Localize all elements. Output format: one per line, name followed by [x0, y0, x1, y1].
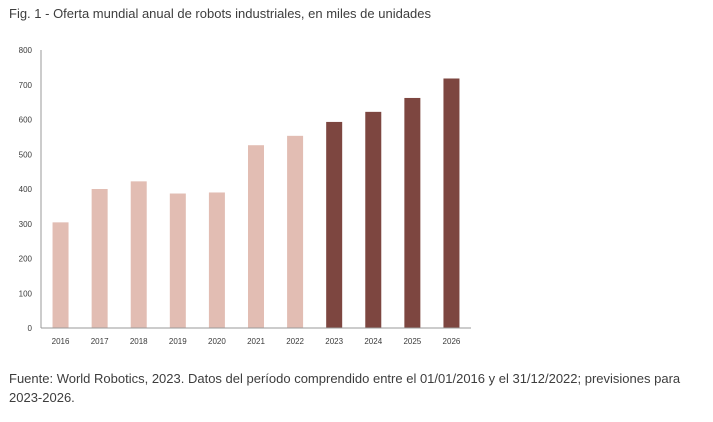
y-tick-label: 700	[19, 81, 33, 90]
x-tick-label: 2020	[208, 337, 226, 346]
x-tick-label: 2016	[52, 337, 70, 346]
y-tick-label: 600	[19, 116, 33, 125]
x-tick-label: 2019	[169, 337, 187, 346]
x-tick-label: 2023	[325, 337, 343, 346]
bar-2023	[326, 121, 343, 329]
y-tick-label: 300	[19, 220, 33, 229]
y-tick-label: 100	[19, 289, 33, 298]
bar-2016	[52, 222, 69, 328]
x-tick-label: 2025	[403, 337, 421, 346]
x-tick-label: 2026	[443, 337, 461, 346]
bar-2018	[130, 181, 147, 328]
bar-2020	[208, 192, 225, 328]
x-tick-label: 2021	[247, 337, 265, 346]
x-tick-label: 2024	[364, 337, 382, 346]
y-tick-label: 200	[19, 255, 33, 264]
x-axis-ticks: 2016 2017 2018 2019 2020 2021 2022 2023 2024 2025…	[52, 337, 461, 346]
bar-2026	[443, 78, 460, 329]
y-tick-label: 800	[19, 46, 33, 55]
bar-2022	[287, 135, 304, 328]
bar-2025	[404, 97, 421, 328]
y-tick-label: 0	[28, 324, 33, 333]
y-tick-label: 400	[19, 185, 33, 194]
y-axis-ticks: 0 100 200 300 400 500 600 700 800	[19, 46, 33, 333]
figure-title: Fig. 1 - Oferta mundial anual de robots …	[9, 6, 432, 21]
bar-2021	[248, 145, 264, 328]
y-tick-label: 500	[19, 150, 33, 159]
bar-series	[52, 78, 460, 329]
x-tick-label: 2018	[130, 337, 148, 346]
x-tick-label: 2022	[286, 337, 304, 346]
bar-2019	[169, 193, 186, 328]
bar-2024	[365, 111, 382, 328]
bar-2017	[91, 189, 108, 328]
source-note: Fuente: World Robotics, 2023. Datos del …	[9, 371, 681, 405]
x-tick-label: 2017	[91, 337, 109, 346]
